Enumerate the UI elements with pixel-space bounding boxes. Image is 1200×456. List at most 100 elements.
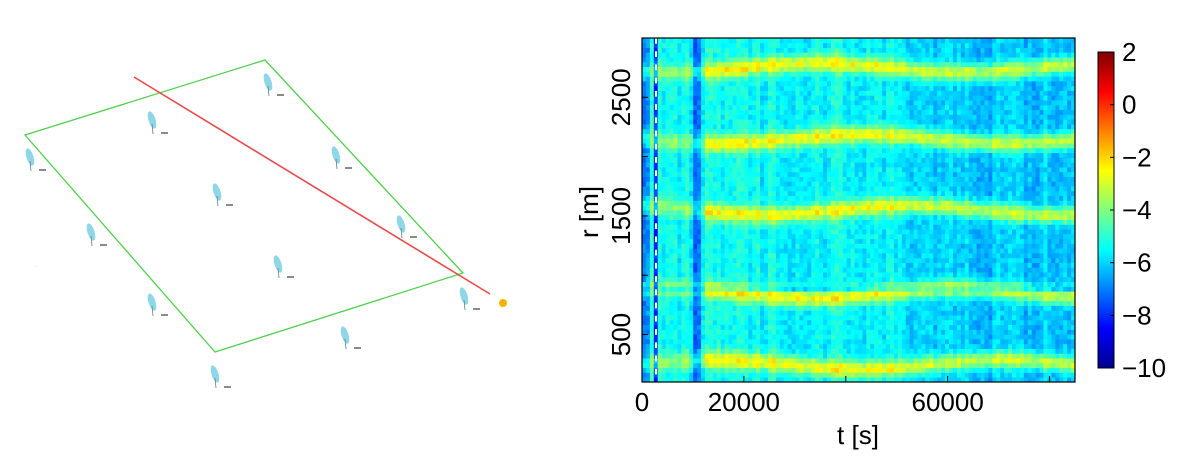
heatmap-column (925, 38, 930, 383)
heatmap-column (984, 38, 989, 383)
heatmap-column (1047, 38, 1052, 383)
heatmap-column (929, 38, 934, 383)
missing-data-mark (654, 210, 657, 216)
heatmap-column (819, 38, 824, 383)
heatmap-column (752, 38, 757, 383)
heatmap-column (866, 38, 871, 383)
heatmap-column (850, 38, 855, 383)
heatmap-column (775, 38, 781, 383)
heatmap-column (642, 38, 647, 383)
heatmap-column (945, 38, 950, 383)
heatmap-column (882, 38, 887, 383)
turbine-icon (263, 73, 284, 97)
turbine-icon (147, 293, 168, 317)
x-axis-ticks: 0 20000 60000 (635, 376, 1051, 417)
turbine-icon (86, 223, 107, 247)
farm-boundary (23, 59, 465, 353)
heatmap-column (980, 38, 985, 383)
heatmap-column (697, 38, 702, 383)
heatmap-column (689, 38, 694, 383)
heatmap-column (744, 38, 749, 383)
heatmap-column (1027, 38, 1033, 383)
x-tick-label: 20000 (708, 387, 780, 417)
y-tick-label: 1500 (606, 187, 636, 245)
heatmap-column (799, 38, 804, 383)
turbine-icon (212, 183, 233, 207)
heatmap-column (952, 38, 958, 383)
heatmap-column (878, 38, 883, 383)
heatmap-column (1000, 38, 1005, 383)
heatmap-column (988, 38, 993, 383)
heatmap-column (964, 38, 970, 383)
heatmap-column (740, 38, 745, 383)
lidar-marker (499, 299, 507, 307)
heatmap-column (1035, 38, 1040, 383)
x-tick-label: 0 (635, 387, 649, 417)
heatmap-column (779, 38, 785, 383)
heatmap-column (803, 38, 808, 383)
heatmap-column (760, 38, 765, 383)
colorbar-tick-label: −10 (1122, 353, 1166, 383)
turbine-icon (459, 287, 480, 311)
heatmap-column (649, 38, 655, 383)
turbine-tag (354, 347, 361, 349)
heatmap-column (1071, 38, 1076, 383)
heatmap-column (1004, 38, 1009, 383)
missing-data-mark (654, 262, 657, 269)
heatmap-column (673, 38, 678, 383)
heatmap-column (771, 38, 777, 383)
y-tick-label: 500 (606, 313, 636, 356)
heatmap-column (858, 38, 863, 383)
heatmap-column (720, 38, 726, 383)
heatmap-column (897, 38, 903, 383)
heatmap-column (846, 38, 852, 383)
lone-marker: · (36, 264, 37, 269)
heatmap-column (941, 38, 946, 383)
turbine-tag (287, 276, 294, 278)
turbine-icon (396, 215, 417, 239)
missing-data-mark (654, 302, 657, 309)
missing-data-mark (654, 355, 657, 362)
heatmap-column (645, 38, 651, 383)
heatmap-column (838, 38, 844, 383)
heatmap-column (827, 38, 832, 383)
heatmap-column (830, 38, 836, 383)
turbine-tag (473, 308, 480, 310)
heatmap-column (1055, 38, 1060, 383)
turbine-icon (147, 111, 168, 135)
missing-data-mark (654, 368, 657, 375)
colorbar-tick-label: −6 (1122, 248, 1152, 278)
missing-data-mark (654, 329, 657, 335)
heatmap-column (1043, 38, 1048, 383)
colorbar-tick-label: 0 (1122, 90, 1136, 120)
heatmap-column (724, 38, 729, 383)
missing-data-mark (654, 64, 657, 71)
heatmap-column (712, 38, 718, 383)
turbines (25, 73, 480, 389)
heatmap-column (708, 38, 714, 383)
heatmap-column (937, 38, 942, 383)
heatmap-column (901, 38, 907, 383)
turbine-tag (410, 236, 417, 238)
colorbar-tick-label: −8 (1122, 300, 1152, 330)
heatmap-column (732, 38, 737, 383)
missing-data-mark (654, 117, 657, 124)
missing-data-mark (654, 77, 657, 84)
heatmap-column (1039, 38, 1044, 383)
turbine-icon (25, 148, 46, 172)
heatmap-cells (642, 38, 1076, 383)
missing-data-mark (654, 196, 657, 203)
x-axis-label: t [s] (837, 420, 879, 450)
turbine-tag (226, 204, 233, 206)
heatmap-column (913, 38, 918, 383)
missing-data-mark (654, 51, 657, 57)
y-axis-label: r [m] (574, 186, 604, 238)
turbine-tag (39, 169, 46, 171)
heatmap-column (767, 38, 773, 383)
heatmap-column (1015, 38, 1021, 383)
heatmap-column (823, 38, 828, 383)
colorbar-tick-label: 2 (1122, 37, 1136, 67)
heatmap-column (921, 38, 926, 383)
colorbar-tick-label: −2 (1122, 142, 1152, 172)
turbine-tag (224, 386, 231, 388)
